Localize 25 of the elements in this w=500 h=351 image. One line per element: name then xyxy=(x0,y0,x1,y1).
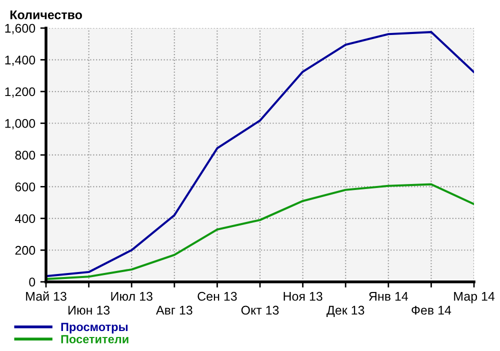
legend-label: Просмотры xyxy=(61,322,128,334)
x-tick-label: Июл 13 xyxy=(111,292,152,301)
x-tick-label: Фев 14 xyxy=(412,306,452,315)
y-tick-label: 1,000 xyxy=(5,119,36,130)
y-tick-label: 1,200 xyxy=(5,87,36,98)
x-tick-label: Мар 14 xyxy=(454,292,495,304)
y-tick-label: 600 xyxy=(15,182,36,192)
y-tick-label: 1,600 xyxy=(5,24,36,34)
y-tick-label: 0 xyxy=(29,278,36,287)
y-tick-label: 400 xyxy=(15,214,36,224)
x-tick-label: Янв 14 xyxy=(369,292,408,301)
y-axis-title: Количество xyxy=(10,10,82,20)
x-tick-label: Июн 13 xyxy=(68,306,110,315)
x-tick-label: Окт 13 xyxy=(241,306,279,315)
y-tick-label: 1,400 xyxy=(5,56,36,66)
line-series xyxy=(46,183,474,280)
x-tick-label: Дек 13 xyxy=(326,306,364,318)
legend-label: Посетители xyxy=(61,335,128,344)
x-tick-label: Май 13 xyxy=(26,291,66,301)
line-series xyxy=(46,31,474,278)
y-tick-label: 200 xyxy=(15,246,36,255)
y-tick-label: 800 xyxy=(15,150,36,160)
x-tick-label: Авг 13 xyxy=(156,306,192,315)
x-tick-label: Ноя 13 xyxy=(284,292,322,301)
x-tick-label: Сен 13 xyxy=(198,292,237,301)
